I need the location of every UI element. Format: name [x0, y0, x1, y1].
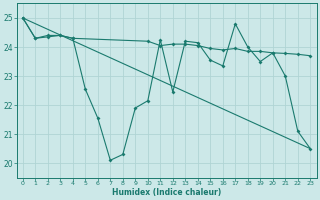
X-axis label: Humidex (Indice chaleur): Humidex (Indice chaleur) [112, 188, 221, 197]
